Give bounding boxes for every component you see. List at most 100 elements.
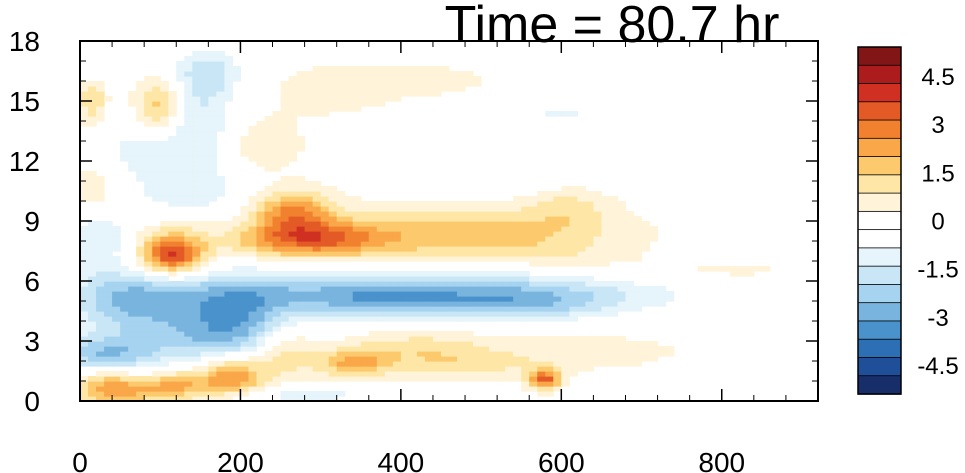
heatmap-cell bbox=[633, 251, 643, 257]
heatmap-cell bbox=[312, 306, 322, 312]
heatmap-cell bbox=[184, 146, 193, 152]
heatmap-cell bbox=[368, 376, 378, 382]
heatmap-cell bbox=[521, 371, 530, 377]
heatmap-cell bbox=[481, 376, 490, 382]
heatmap-cell bbox=[344, 91, 354, 97]
heatmap-cell bbox=[248, 206, 258, 212]
heatmap-cell bbox=[577, 201, 586, 207]
heatmap-cell bbox=[392, 331, 402, 337]
heatmap-cell bbox=[312, 206, 322, 212]
heatmap-cell bbox=[449, 311, 458, 317]
heatmap-cell bbox=[88, 196, 97, 202]
heatmap-cell bbox=[160, 166, 169, 172]
heatmap-cell bbox=[312, 246, 322, 252]
heatmap-cell bbox=[513, 241, 522, 247]
heatmap-cell bbox=[360, 276, 370, 282]
heatmap-cell bbox=[288, 196, 298, 202]
heatmap-cell bbox=[104, 256, 113, 262]
heatmap-cell bbox=[529, 301, 538, 307]
heatmap-cell bbox=[312, 236, 322, 242]
heatmap-cell bbox=[176, 161, 185, 167]
heatmap-cell bbox=[457, 351, 466, 357]
heatmap-cell bbox=[248, 146, 258, 152]
heatmap-cell bbox=[432, 346, 442, 352]
heatmap-cell bbox=[553, 241, 562, 247]
heatmap-cell bbox=[416, 211, 426, 217]
heatmap-cell bbox=[120, 391, 129, 397]
heatmap-cell bbox=[176, 261, 185, 267]
heatmap-cell bbox=[104, 291, 113, 297]
heatmap-cell bbox=[280, 301, 290, 307]
heatmap-cell bbox=[489, 231, 498, 237]
heatmap-cell bbox=[80, 296, 89, 302]
heatmap-cell bbox=[288, 231, 298, 237]
heatmap-cell bbox=[176, 226, 185, 232]
colorbar-swatch bbox=[857, 174, 902, 194]
heatmap-cell bbox=[553, 261, 562, 267]
heatmap-cell bbox=[336, 286, 346, 292]
heatmap-cell bbox=[432, 341, 442, 347]
heatmap-cell bbox=[457, 376, 466, 382]
heatmap-cell bbox=[216, 311, 225, 317]
heatmap-cell bbox=[449, 206, 458, 212]
heatmap-cell bbox=[88, 246, 97, 252]
heatmap-cell bbox=[545, 206, 554, 212]
heatmap-cell bbox=[457, 201, 466, 207]
heatmap-cell bbox=[465, 316, 474, 322]
heatmap-cell bbox=[224, 91, 234, 97]
heatmap-cell bbox=[256, 121, 266, 127]
heatmap-cell bbox=[513, 206, 522, 212]
heatmap-cell bbox=[312, 271, 322, 277]
heatmap-cell bbox=[144, 396, 153, 402]
heatmap-cell bbox=[304, 376, 314, 382]
heatmap-cell bbox=[240, 376, 250, 382]
heatmap-cell bbox=[400, 306, 410, 312]
heatmap-cell bbox=[376, 241, 386, 247]
heatmap-cell bbox=[521, 271, 530, 277]
heatmap-cell bbox=[424, 306, 434, 312]
heatmap-cell bbox=[192, 256, 201, 262]
heatmap-cell bbox=[288, 186, 298, 192]
heatmap-cell bbox=[400, 246, 410, 252]
heatmap-cell bbox=[505, 306, 514, 312]
heatmap-cell bbox=[416, 371, 426, 377]
heatmap-cell bbox=[384, 236, 394, 242]
heatmap-cell bbox=[160, 86, 169, 92]
heatmap-cell bbox=[176, 151, 185, 157]
heatmap-cell bbox=[344, 346, 354, 352]
heatmap-cell bbox=[328, 226, 338, 232]
heatmap-cell bbox=[497, 356, 506, 362]
heatmap-cell bbox=[272, 346, 282, 352]
heatmap-cell bbox=[136, 161, 145, 167]
heatmap-cell bbox=[545, 361, 554, 367]
heatmap-cell bbox=[432, 71, 442, 77]
heatmap-cell bbox=[96, 351, 105, 357]
heatmap-cell bbox=[569, 201, 578, 207]
heatmap-cell bbox=[256, 231, 266, 237]
heatmap-cell bbox=[216, 76, 225, 82]
heatmap-cell bbox=[465, 346, 474, 352]
heatmap-cell bbox=[473, 256, 482, 262]
heatmap-cell bbox=[344, 306, 354, 312]
heatmap-cell bbox=[224, 301, 234, 307]
heatmap-cell bbox=[304, 186, 314, 192]
heatmap-cell bbox=[224, 311, 234, 317]
heatmap-cell bbox=[296, 251, 306, 257]
heatmap-cell bbox=[561, 371, 570, 377]
heatmap-cell bbox=[256, 211, 266, 217]
heatmap-cell bbox=[184, 311, 193, 317]
heatmap-cell bbox=[296, 186, 306, 192]
heatmap-cell bbox=[376, 76, 386, 82]
heatmap-cell bbox=[88, 226, 97, 232]
heatmap-cell bbox=[352, 376, 362, 382]
heatmap-cell bbox=[424, 356, 434, 362]
heatmap-cell bbox=[545, 351, 554, 357]
heatmap-cell bbox=[440, 376, 450, 382]
heatmap-cell bbox=[408, 356, 418, 362]
heatmap-cell bbox=[408, 66, 418, 72]
heatmap-cell bbox=[88, 106, 97, 112]
heatmap-cell bbox=[392, 306, 402, 312]
heatmap-cell bbox=[208, 121, 217, 127]
heatmap-cell bbox=[473, 276, 482, 282]
heatmap-cell bbox=[320, 196, 330, 202]
